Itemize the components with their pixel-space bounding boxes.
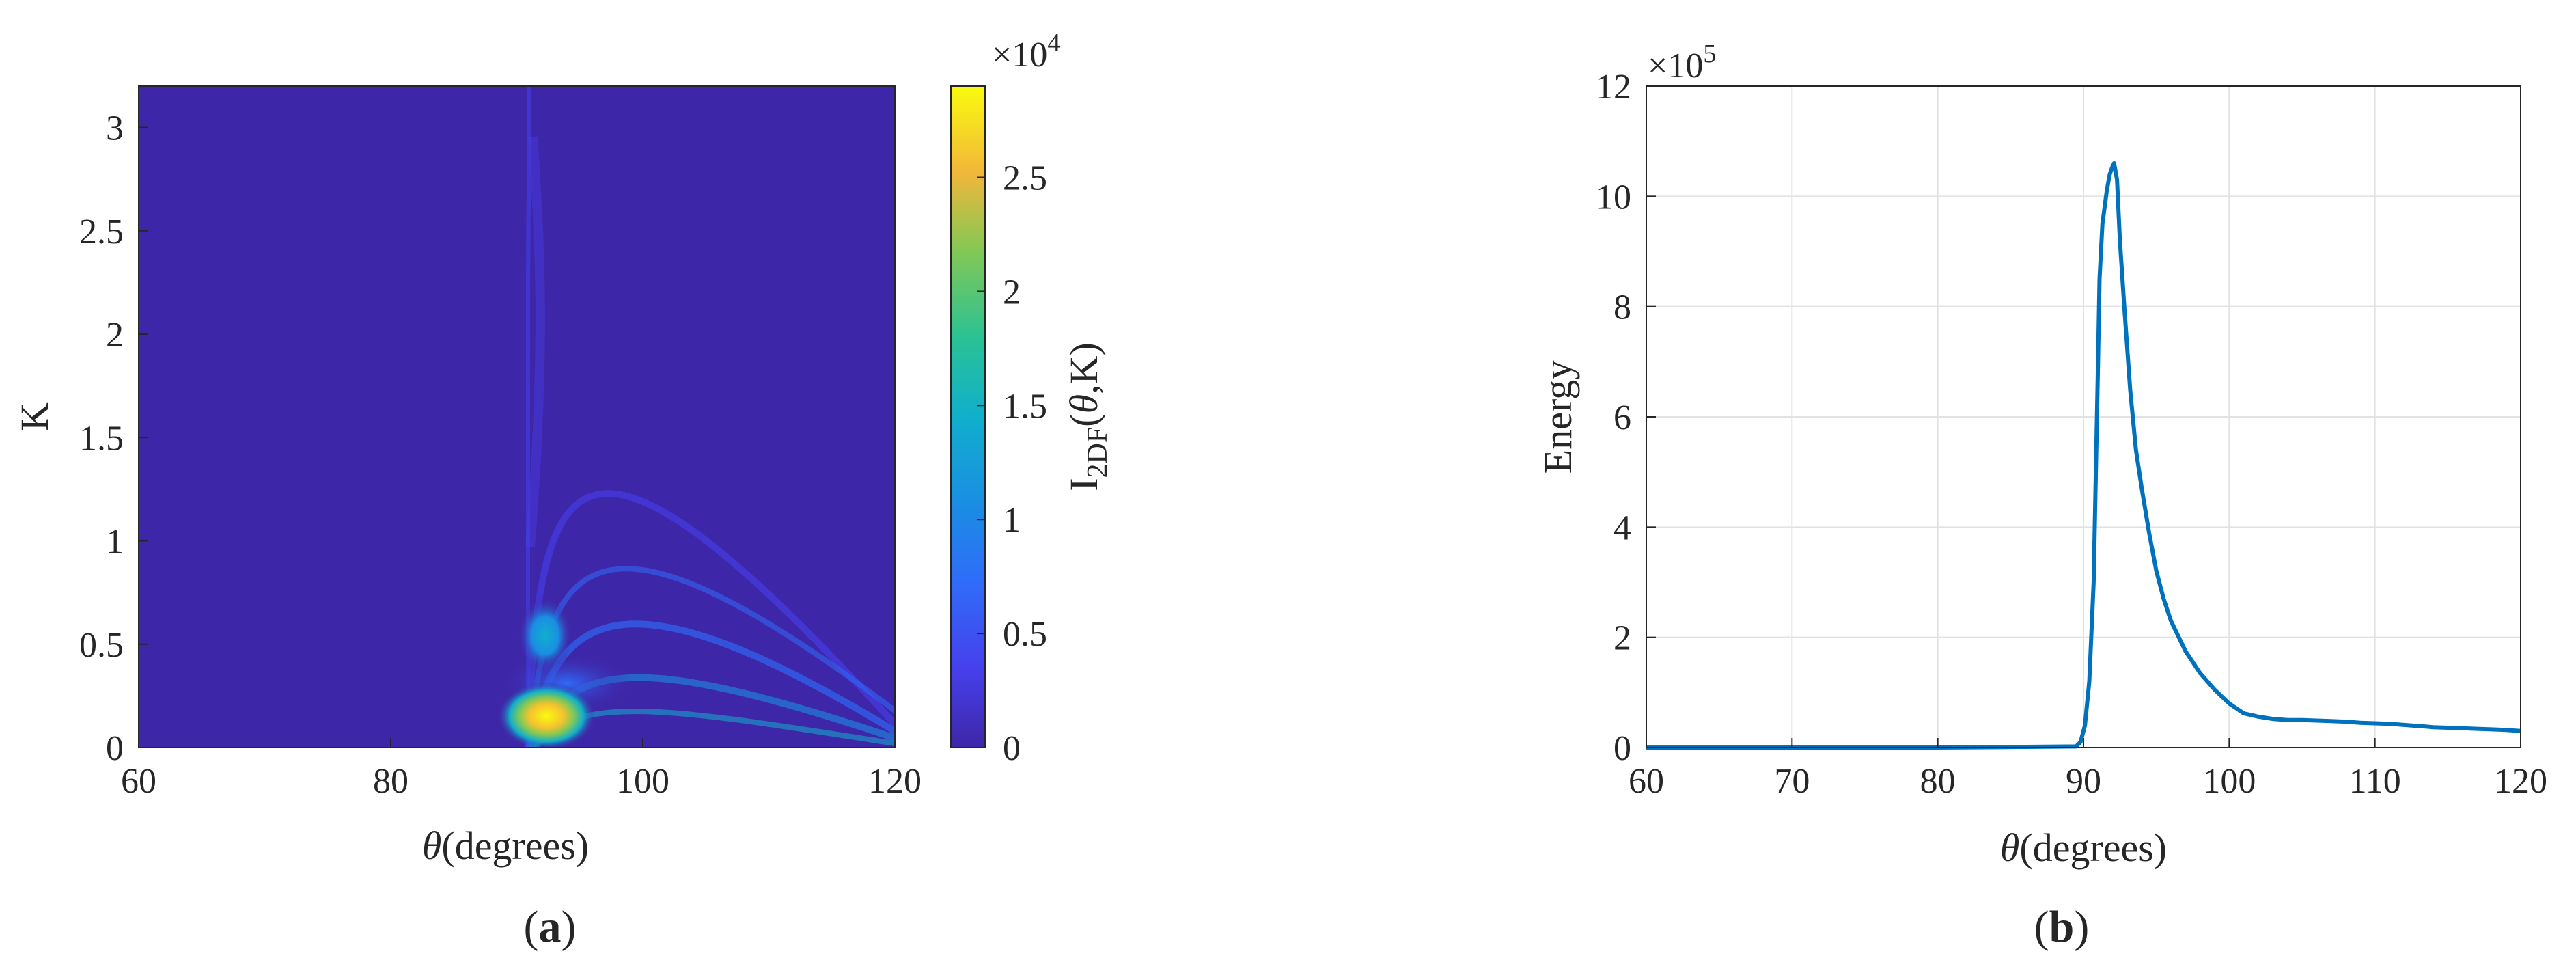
heatmap-background [139, 86, 895, 748]
y-tick-label-b: 4 [1614, 508, 1631, 547]
y-tick-label-b: 12 [1596, 68, 1631, 107]
panel-label-b: (b) [2034, 902, 2090, 952]
y-tick-label-a: 1.5 [79, 419, 124, 458]
y-tick-labels-b: 0 2 4 6 8 10 12 [1596, 68, 1656, 768]
colorbar [951, 86, 985, 748]
x-tick-label-b: 110 [2349, 762, 2401, 801]
x-tick-label-a: 60 [121, 762, 156, 801]
y-tick-label-b: 8 [1614, 288, 1631, 327]
y-tick-label-a: 2.5 [79, 213, 124, 251]
x-tick-label-a: 120 [868, 762, 922, 801]
colorbar-tick-label: 1 [1003, 501, 1021, 540]
x-tick-label-b: 100 [2202, 762, 2256, 801]
svg-text:I2DF(θ,K): I2DF(θ,K) [1062, 342, 1113, 491]
heatmap-vertical-streak [526, 86, 531, 748]
x-tick-label-b: 90 [2066, 762, 2101, 801]
y-axis-multiplier-b: ×105 [1648, 40, 1716, 85]
colorbar-tick-label: 2 [1003, 273, 1021, 312]
y-tick-label-a: 0 [106, 729, 124, 768]
x-tick-label-b: 120 [2494, 762, 2547, 801]
colorbar-multiplier: ×104 [992, 29, 1060, 74]
x-tick-label-b: 70 [1774, 762, 1810, 801]
heatmap-stripe [525, 136, 545, 547]
panel-b: 60 70 80 90 100 110 120 0 2 4 6 8 10 12 ×105 θ(degre… [1536, 40, 2547, 952]
x-axis-label-b: θ(degrees) [2000, 825, 2167, 870]
y-tick-label-b: 2 [1614, 619, 1631, 658]
colorbar-frame [950, 85, 986, 748]
colorbar-tick-label: 0 [1003, 729, 1021, 768]
plot-a-frame [138, 85, 896, 748]
y-tick-label-a: 3 [106, 109, 124, 148]
y-axis-label-b: Energy [1536, 360, 1580, 474]
colorbar-tick-label: 2.5 [1003, 159, 1047, 198]
panel-label-a: (a) [524, 902, 577, 952]
colorbar-tick-labels: 0 0.5 1 1.5 2 2.5 [977, 159, 1047, 768]
x-tick-label-a: 80 [373, 762, 408, 801]
x-tick-label-b: 60 [1629, 762, 1664, 801]
x-tick-labels-a: 60 80 100 120 [121, 738, 922, 801]
y-tick-label-a: 1 [106, 523, 124, 562]
y-tick-label-a: 0.5 [79, 626, 124, 665]
y-axis-label-a: K [12, 402, 57, 431]
x-axis-label-a: θ(degrees) [422, 823, 589, 868]
x-tick-label-a: 100 [616, 762, 669, 801]
heatmap-main-peak [497, 682, 596, 748]
y-tick-labels-a: 0 0.5 1 1.5 2 2.5 3 [79, 109, 148, 768]
y-tick-label-a: 2 [106, 316, 124, 355]
energy-series-line [1646, 161, 2521, 750]
colorbar-label: I2DF(θ,K) [1062, 342, 1113, 491]
colorbar-tick-label: 1.5 [1003, 387, 1047, 426]
y-tick-label-b: 0 [1614, 729, 1631, 768]
x-tick-labels-b: 60 70 80 90 100 110 120 [1629, 738, 2547, 801]
colorbar-tick-label: 0.5 [1003, 615, 1047, 654]
y-tick-label-b: 6 [1614, 398, 1631, 437]
y-tick-label-b: 10 [1596, 178, 1631, 217]
panel-a: 60 80 100 120 00.511.522.53 θ(degrees) K (a… [12, 29, 1113, 952]
heatmap-surface [139, 86, 895, 748]
x-tick-label-b: 80 [1920, 762, 1956, 801]
